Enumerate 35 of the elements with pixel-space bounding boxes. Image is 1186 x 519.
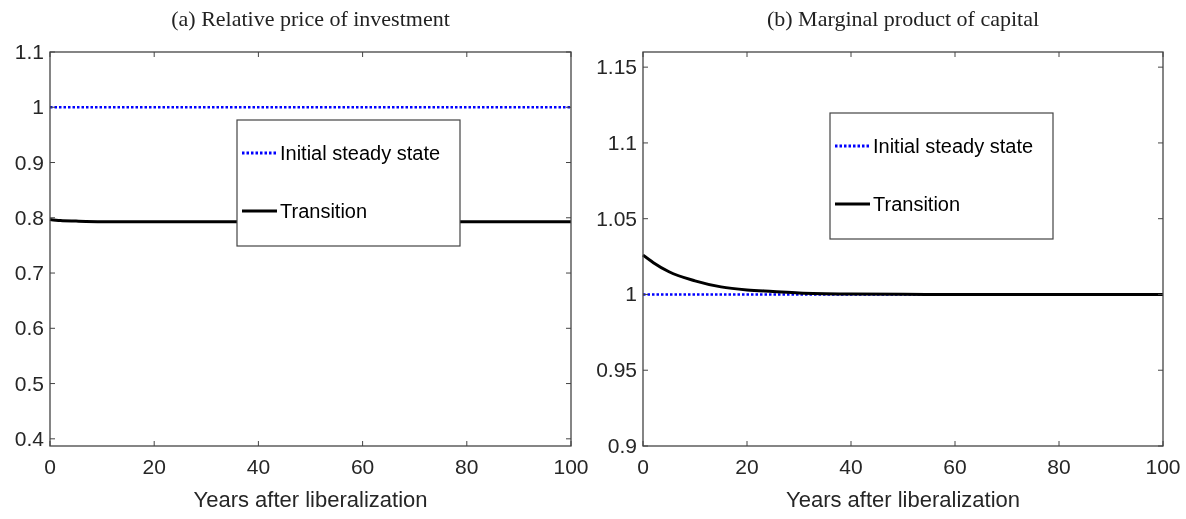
y-tick-label: 0.95 [596, 358, 637, 382]
legend-label: Initial steady state [873, 135, 1034, 157]
x-axis-title: Years after liberalization [193, 487, 428, 512]
x-tick-label: 0 [637, 455, 649, 478]
chart-title: (b) Marginal product of capital [766, 6, 1040, 31]
x-tick-label: 60 [350, 455, 375, 478]
x-axis-title: Years after liberalization [786, 487, 1020, 512]
y-tick-label: 0.5 [14, 371, 44, 395]
x-tick-label: 100 [553, 455, 589, 478]
y-tick-label: 0.9 [14, 150, 44, 174]
y-tick-label: 0.4 [14, 426, 45, 450]
x-tick-label: 100 [1145, 455, 1181, 478]
y-tick-label: 1.15 [596, 55, 637, 79]
y-tick-label: 0.8 [14, 205, 44, 229]
y-tick-label: 1 [625, 282, 637, 306]
y-tick-label: 1.1 [607, 130, 637, 154]
legend-label: Initial steady state [280, 142, 441, 164]
y-tick-label: 0.9 [607, 434, 637, 457]
legend-label: Transition [873, 193, 961, 215]
line-series [641, 253, 1165, 296]
x-tick-label: 40 [839, 455, 863, 478]
x-tick-label: 20 [735, 455, 759, 478]
y-tick-label: 1.1 [14, 40, 44, 63]
y-tick-label: 0.6 [14, 316, 44, 340]
x-tick-label: 0 [44, 455, 56, 478]
x-tick-label: 80 [455, 455, 479, 478]
x-tick-label: 80 [1047, 455, 1071, 478]
y-tick-label: 1 [32, 95, 44, 119]
x-tick-label: 40 [246, 455, 271, 478]
x-tick-label: 60 [943, 455, 967, 478]
y-tick-label: 1.05 [596, 206, 637, 230]
chart-title: (a) Relative price of investment [171, 6, 450, 31]
legend-label: Transition [280, 200, 368, 222]
x-tick-label: 20 [142, 455, 166, 478]
y-tick-label: 0.7 [14, 261, 44, 285]
